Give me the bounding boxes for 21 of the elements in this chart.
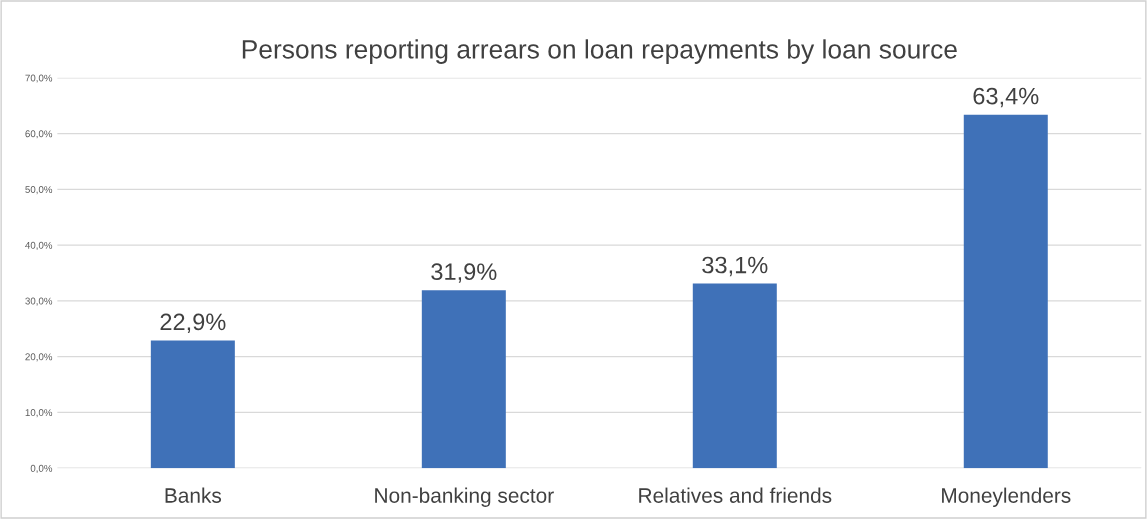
data-label: 33,1% — [702, 256, 768, 277]
y-tick-label: 0,0% — [30, 464, 53, 473]
data-label: 63,4% — [973, 87, 1039, 108]
x-tick-label: Moneylenders — [942, 487, 1071, 507]
y-tick-label: 60,0% — [25, 130, 53, 139]
bar — [692, 283, 777, 469]
data-label: 31,9% — [431, 263, 497, 283]
x-tick-label: Relatives and friends — [639, 487, 832, 503]
bar — [421, 290, 506, 469]
chart-title: Persons reporting arrears on loan repayments by loan source — [242, 39, 957, 64]
y-tick-label: 10,0% — [25, 409, 53, 418]
y-tick-label: 50,0% — [25, 186, 53, 195]
y-tick-label: 40,0% — [25, 241, 53, 250]
bar — [963, 114, 1048, 469]
x-tick-label: Non-banking sector — [375, 487, 554, 507]
y-tick-label: 20,0% — [25, 353, 53, 362]
data-label: 22,9% — [160, 313, 226, 334]
x-tick-label: Banks — [165, 487, 222, 503]
bar — [150, 340, 235, 469]
y-tick-label: 30,0% — [25, 297, 53, 306]
y-tick-label: 70,0% — [25, 74, 53, 83]
